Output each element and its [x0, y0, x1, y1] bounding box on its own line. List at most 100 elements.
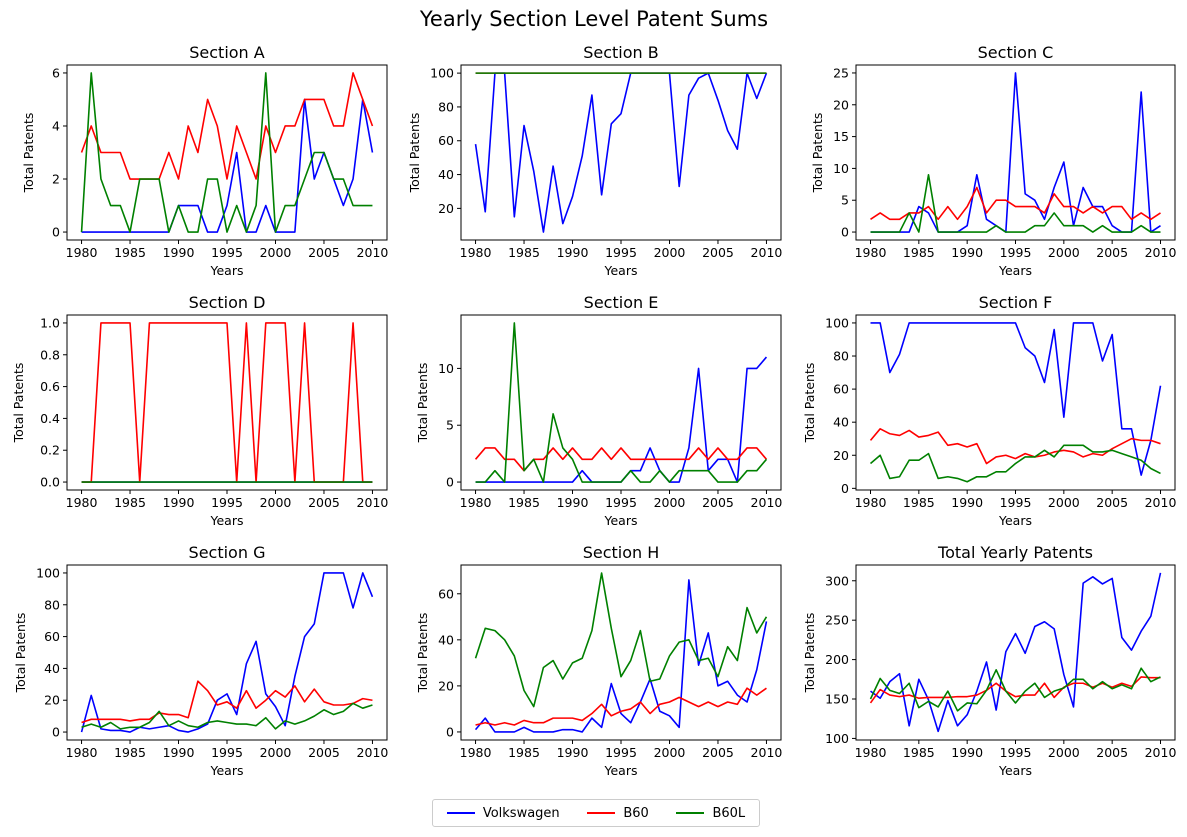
y-tick-label: 60: [833, 382, 849, 397]
y-tick-label: 0.6: [40, 379, 60, 394]
x-tick-label: 1995: [605, 495, 637, 510]
series-line-b60: [869, 427, 1161, 465]
y-axis-label: Total Patents: [407, 113, 422, 194]
x-tick-label: 1995: [211, 745, 243, 760]
series-line-b60: [869, 676, 1161, 704]
x-tick-label: 2000: [1048, 745, 1080, 760]
y-tick-label: 40: [833, 415, 849, 430]
x-tick-label: 2005: [1096, 245, 1128, 260]
series-line-b60: [80, 72, 374, 180]
legend-item-volkswagen: Volkswagen: [446, 806, 560, 821]
x-axis-label: Years: [998, 263, 1032, 278]
panel-9: Total Yearly Patents 1980 1985 1990 1995 2000…: [802, 543, 1176, 778]
legend-swatch: [587, 812, 616, 814]
y-tick-label: 20: [44, 693, 60, 708]
y-tick-label: 0: [52, 225, 60, 240]
x-axis-label: Years: [998, 513, 1032, 528]
x-axis-label: Years: [604, 513, 638, 528]
series-line-volkswagen: [870, 572, 1162, 733]
x-tick-label: 1985: [903, 495, 935, 510]
panel-2: Section B 1980 1985 1990 1995 2000 2005 2010 20 4…: [407, 43, 782, 278]
y-axis-label: Total Patents: [21, 113, 36, 194]
x-tick-label: 1980: [460, 245, 492, 260]
x-axis-label: Years: [998, 763, 1032, 778]
y-tick-label: 80: [44, 597, 60, 612]
y-tick-label: 80: [833, 349, 849, 364]
x-tick-label: 2005: [308, 495, 340, 510]
legend-item-b60l: B60L: [676, 806, 745, 821]
y-tick-label: 2: [52, 172, 60, 187]
x-tick-label: 1990: [951, 495, 983, 510]
x-tick-label: 2010: [1145, 245, 1177, 260]
x-tick-label: 2000: [1048, 495, 1080, 510]
legend: Volkswagen B60 B60L: [432, 799, 760, 827]
y-tick-label: 5: [446, 418, 454, 433]
x-tick-label: 2005: [702, 745, 734, 760]
x-tick-label: 2005: [308, 245, 340, 260]
x-tick-label: 2010: [357, 245, 389, 260]
y-tick-label: 100: [36, 565, 60, 580]
x-tick-label: 1985: [903, 245, 935, 260]
x-tick-label: 1985: [903, 745, 935, 760]
panel-1: Section A 1980 1985 1990 1995 2000 2005 2010 0 2 4…: [21, 43, 388, 278]
y-tick-label: 250: [825, 613, 849, 628]
panel-title: Section A: [189, 43, 265, 62]
y-tick-label: 10: [833, 161, 849, 176]
series-line-b60: [475, 687, 767, 726]
panel-5: Section E 1980 1985 1990 1995 2000 2005 2010 0 5 1…: [415, 293, 782, 528]
panel-8: Section H 1980 1985 1990 1995 2000 2005 2010 0 20…: [415, 543, 782, 778]
x-tick-label: 1985: [114, 245, 146, 260]
x-tick-label: 2010: [1145, 495, 1177, 510]
y-tick-label: 100: [430, 66, 454, 81]
x-tick-label: 1990: [557, 495, 589, 510]
series-line-b60: [81, 680, 373, 724]
x-tick-label: 1980: [855, 745, 887, 760]
y-tick-label: 40: [438, 632, 454, 647]
x-tick-label: 1985: [508, 495, 540, 510]
panel-title: Section D: [189, 293, 266, 312]
x-axis-label: Years: [210, 513, 244, 528]
y-axis-label: Total Patents: [415, 363, 430, 444]
y-tick-label: 20: [833, 448, 849, 463]
y-tick-label: 10: [438, 361, 454, 376]
series-line-b60: [870, 186, 1161, 221]
y-tick-label: 5: [841, 193, 849, 208]
x-axis-label: Years: [210, 263, 244, 278]
y-tick-label: 0: [841, 225, 849, 240]
figure-title: Yearly Section Level Patent Sums: [419, 7, 768, 31]
series-line-volkswagen: [475, 356, 768, 483]
x-tick-label: 2000: [260, 745, 292, 760]
y-axis-label: Total Patents: [415, 613, 430, 694]
x-tick-label: 2000: [260, 495, 292, 510]
y-tick-label: 6: [52, 65, 60, 80]
x-tick-label: 2010: [357, 745, 389, 760]
x-tick-label: 1990: [951, 245, 983, 260]
panel-title: Section G: [189, 543, 266, 562]
y-tick-label: 0.4: [40, 411, 60, 426]
axes-frame: [460, 64, 782, 241]
y-tick-label: 100: [825, 315, 849, 330]
series-line-b60l: [474, 572, 768, 708]
axes-frame: [855, 564, 1176, 741]
x-tick-label: 2010: [751, 745, 783, 760]
x-tick-label: 1995: [211, 245, 243, 260]
x-axis-label: Years: [604, 263, 638, 278]
x-tick-label: 1990: [557, 745, 589, 760]
y-tick-label: 60: [438, 133, 454, 148]
x-tick-label: 1980: [855, 245, 887, 260]
series-line-b60l: [869, 667, 1161, 712]
x-tick-label: 1985: [114, 495, 146, 510]
y-tick-label: 4: [52, 118, 60, 133]
y-tick-label: 1.0: [40, 315, 60, 330]
axes-frame: [66, 314, 388, 491]
x-tick-label: 2000: [654, 495, 686, 510]
y-tick-label: 40: [438, 167, 454, 182]
x-tick-label: 1985: [508, 745, 540, 760]
y-tick-label: 25: [833, 65, 849, 80]
y-tick-label: 0: [446, 475, 454, 490]
x-tick-label: 2000: [654, 745, 686, 760]
series-line-b60: [81, 322, 373, 483]
series-line-volkswagen: [474, 72, 768, 233]
x-tick-label: 1995: [1000, 245, 1032, 260]
